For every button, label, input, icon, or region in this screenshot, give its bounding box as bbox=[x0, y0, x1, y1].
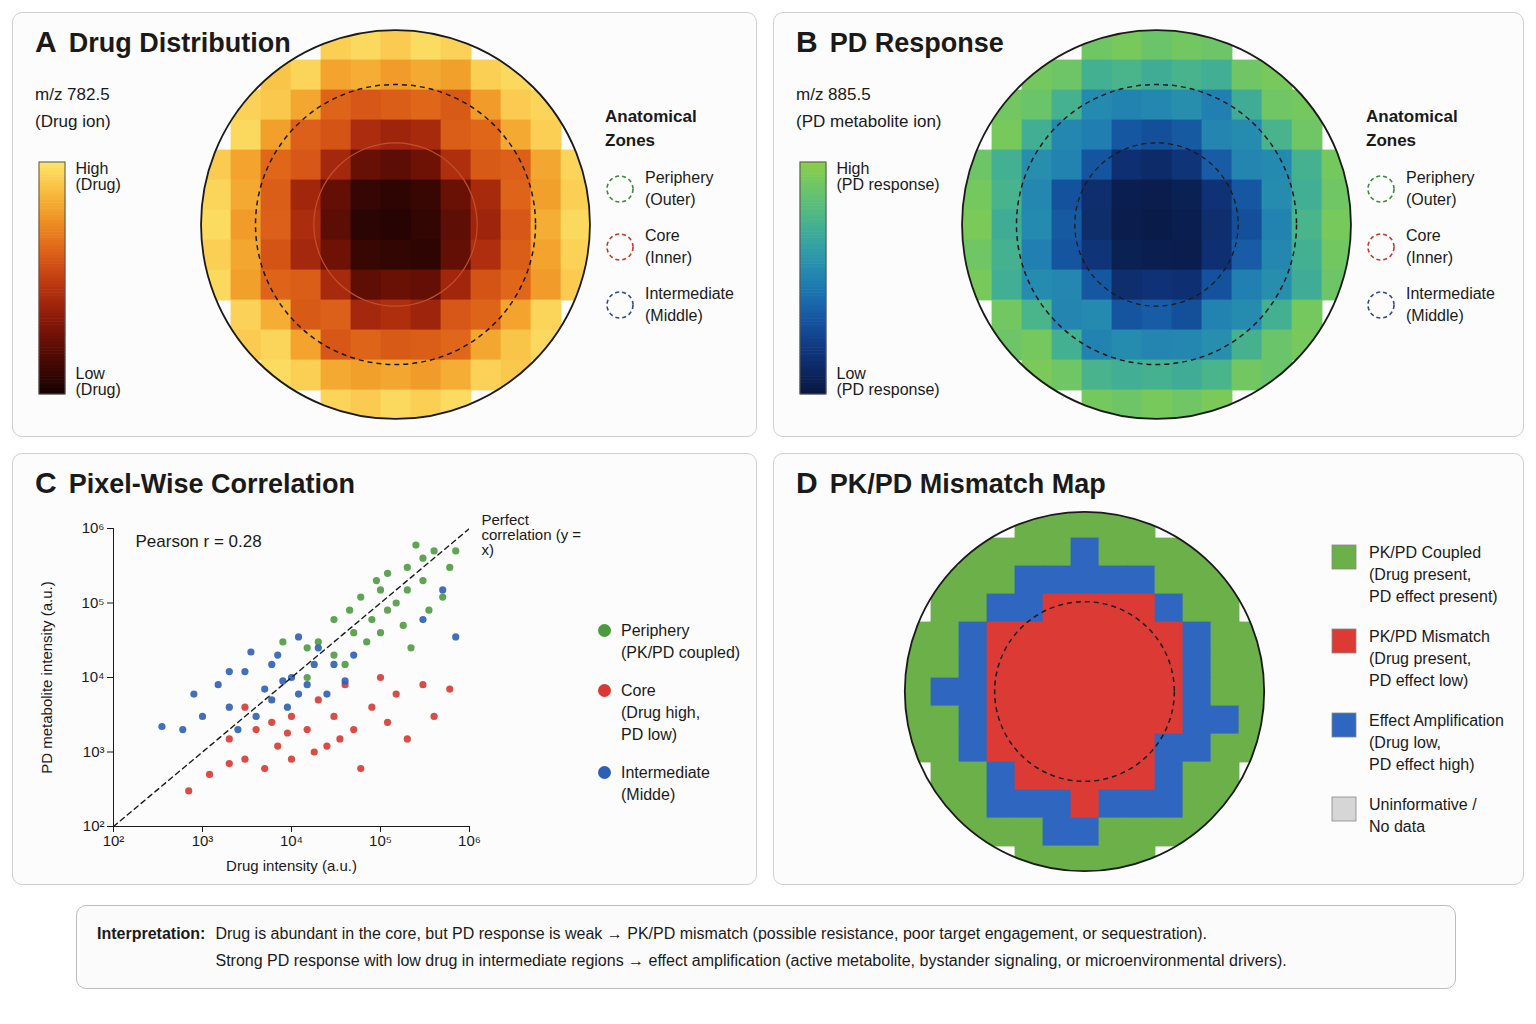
html-text:Periphery (Outer): Periphery (Outer) bbox=[1406, 169, 1475, 208]
svg-text:Pearson r = 0.28: Pearson r = 0.28 bbox=[136, 532, 262, 551]
svg-text:10⁶: 10⁶ bbox=[458, 832, 481, 849]
svg-text:10⁵: 10⁵ bbox=[82, 594, 105, 611]
html-text:Core (Drug high, PD low): Core (Drug high, PD low) bbox=[621, 682, 701, 743]
svg-text:PD metabolite intensity (a.u.): PD metabolite intensity (a.u.) bbox=[38, 581, 55, 774]
svg-text:Low(PD response): Low(PD response) bbox=[837, 365, 940, 398]
html-text:B PD Response: B PD Response bbox=[796, 25, 1004, 58]
svg-text:10⁶: 10⁶ bbox=[82, 519, 105, 536]
html-text:m/z 782.5: m/z 782.5 bbox=[35, 85, 110, 104]
html-text:(PD metabolite ion): (PD metabolite ion) bbox=[796, 112, 942, 131]
svg-text:Drug intensity (a.u.): Drug intensity (a.u.) bbox=[226, 857, 357, 874]
html-text:Anatomical Zones: Anatomical Zones bbox=[1366, 107, 1458, 150]
html-text:A Drug Distribution: A Drug Distribution bbox=[35, 25, 291, 58]
html-text:PK/PD Coupled (Drug present, P: PK/PD Coupled (Drug present, PD effect p… bbox=[1369, 544, 1498, 605]
html-text:Core (Inner): Core (Inner) bbox=[1406, 227, 1454, 266]
html-text:(Drug ion): (Drug ion) bbox=[35, 112, 111, 131]
html-text:Effect Amplification (Drug low: Effect Amplification (Drug low, PD effec… bbox=[1369, 712, 1504, 773]
svg-text:High(Drug): High(Drug) bbox=[76, 160, 121, 193]
svg-text:10⁴: 10⁴ bbox=[280, 832, 303, 849]
html-text:Intermediate (Midde): Intermediate (Midde) bbox=[621, 764, 710, 803]
html-text:Uninformative / No data: Uninformative / No data bbox=[1369, 796, 1477, 835]
svg-text:10⁵: 10⁵ bbox=[369, 832, 392, 849]
svg-text:10³: 10³ bbox=[83, 743, 105, 760]
svg-text:High(PD response): High(PD response) bbox=[837, 160, 940, 193]
html-text:Core (Inner): Core (Inner) bbox=[645, 227, 693, 266]
html-text:Intermediate (Middle): Intermediate (Middle) bbox=[645, 285, 734, 324]
svg-text:10²: 10² bbox=[103, 832, 125, 849]
html-text:Periphery (PK/PD coupled): Periphery (PK/PD coupled) bbox=[621, 622, 741, 661]
svg-text:10⁴: 10⁴ bbox=[81, 668, 104, 685]
svg-text:10²: 10² bbox=[83, 817, 105, 834]
html-text:C Pixel-Wise Correlation: C Pixel-Wise Correlation bbox=[35, 466, 355, 499]
svg-text:10³: 10³ bbox=[192, 832, 214, 849]
svg-text:Low(Drug): Low(Drug) bbox=[76, 365, 121, 398]
html-text:Strong PD response with low dr: Strong PD response with low drug in inte… bbox=[215, 952, 1287, 969]
html-text:Interpretation:: Interpretation: bbox=[97, 925, 206, 942]
svg-text:Perfectcorrelation (y =x): Perfectcorrelation (y =x) bbox=[482, 511, 582, 558]
html-text:Drug is abundant in the core,: Drug is abundant in the core, but PD res… bbox=[215, 925, 1208, 942]
html-text:m/z 885.5: m/z 885.5 bbox=[796, 85, 871, 104]
html-text:Periphery (Outer): Periphery (Outer) bbox=[645, 169, 714, 208]
html-text:PK/PD Mismatch (Drug present,: PK/PD Mismatch (Drug present, PD effect … bbox=[1369, 628, 1490, 689]
html-text:Intermediate (Middle): Intermediate (Middle) bbox=[1406, 285, 1495, 324]
html-text:Anatomical Zones: Anatomical Zones bbox=[605, 107, 697, 150]
html-text:D PK/PD Mismatch Map: D PK/PD Mismatch Map bbox=[796, 466, 1106, 499]
